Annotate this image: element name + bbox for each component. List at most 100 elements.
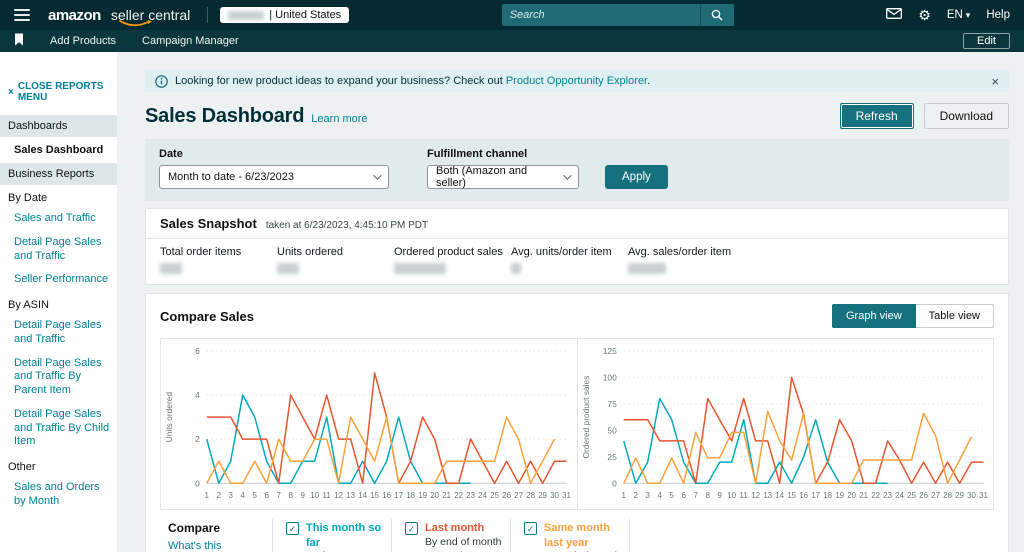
fulfillment-channel-label: Fulfillment channel — [427, 148, 528, 160]
snapshot-timestamp: taken at 6/23/2023, 4:45:10 PM PDT — [265, 220, 429, 231]
amazon-logo-text: amazon — [48, 6, 101, 24]
search-button[interactable] — [699, 4, 734, 26]
sidebar-item-detail-page-sales-traffic-date[interactable]: Detail Page Sales and Traffic — [14, 235, 102, 262]
same-month-last-year-checkbox[interactable] — [524, 522, 537, 535]
metric-units-ordered: Units ordered — [277, 246, 394, 274]
svg-text:24: 24 — [478, 491, 487, 500]
svg-text:Units ordered: Units ordered — [164, 392, 174, 443]
apply-button[interactable]: Apply — [605, 165, 668, 189]
svg-text:29: 29 — [955, 491, 964, 500]
sidebar-item-detail-page-child-item[interactable]: Detail Page Sales and Traffic By Child I… — [14, 407, 110, 448]
info-banner: Looking for new product ideas to expand … — [145, 70, 1009, 92]
hamburger-menu-icon[interactable] — [14, 9, 30, 21]
svg-text:0: 0 — [195, 478, 200, 488]
svg-text:125: 125 — [602, 346, 616, 356]
svg-text:4: 4 — [657, 491, 662, 500]
sidebar-item-seller-performance[interactable]: Seller Performance — [14, 273, 109, 286]
page-title: Sales Dashboard — [145, 104, 305, 127]
svg-text:21: 21 — [442, 491, 451, 500]
banner-message: Looking for new product ideas to expand … — [175, 75, 651, 87]
svg-text:1: 1 — [205, 491, 210, 500]
global-search — [501, 4, 734, 26]
svg-text:16: 16 — [382, 491, 391, 500]
sidebar-item-detail-page-parent-item[interactable]: Detail Page Sales and Traffic By Parent … — [14, 356, 102, 397]
redacted-value — [394, 263, 446, 274]
svg-text:2: 2 — [633, 491, 637, 500]
legend-this-month: This month so far So far Units $ — [272, 519, 391, 552]
account-selector[interactable]: | United States — [220, 7, 350, 23]
download-button[interactable]: Download — [923, 103, 1009, 129]
svg-text:18: 18 — [823, 491, 832, 500]
redacted-store-name — [228, 10, 265, 20]
sales-snapshot-title: Sales Snapshot — [160, 216, 257, 231]
svg-text:2: 2 — [195, 434, 200, 444]
svg-text:22: 22 — [871, 491, 880, 500]
language-selector[interactable]: EN ▾ — [947, 9, 971, 21]
sidebar-item-sales-and-traffic[interactable]: Sales and Traffic — [14, 212, 96, 224]
svg-text:23: 23 — [466, 491, 475, 500]
svg-text:21: 21 — [859, 491, 868, 500]
svg-text:27: 27 — [931, 491, 940, 500]
divider — [207, 7, 209, 23]
svg-text:16: 16 — [799, 491, 808, 500]
sales-snapshot-card: Sales Snapshot taken at 6/23/2023, 4:45:… — [145, 208, 1009, 285]
sidebar-item-detail-page-sales-traffic-asin[interactable]: Detail Page Sales and Traffic — [14, 319, 102, 345]
svg-text:25: 25 — [907, 491, 916, 500]
seller-central-logo[interactable]: amazon seller central — [48, 6, 195, 26]
close-reports-menu-button[interactable]: × CLOSE REPORTS MENU — [0, 52, 117, 115]
metric-total-order-items: Total order items — [160, 246, 277, 274]
svg-text:17: 17 — [394, 491, 403, 500]
svg-text:19: 19 — [418, 491, 427, 500]
date-range-select[interactable]: Month to date - 6/23/2023 — [159, 165, 389, 189]
redacted-value — [511, 263, 521, 274]
whats-this-link[interactable]: What's this — [168, 540, 222, 552]
sidebar-group-by-date: By Date — [8, 192, 48, 204]
svg-text:31: 31 — [979, 491, 988, 500]
svg-text:23: 23 — [883, 491, 892, 500]
sidebar-section-business-reports: Business Reports — [0, 163, 117, 185]
svg-text:6: 6 — [681, 491, 686, 500]
svg-text:1: 1 — [621, 491, 626, 500]
svg-text:19: 19 — [835, 491, 844, 500]
fulfillment-channel-select[interactable]: Both (Amazon and seller) — [427, 165, 579, 189]
redacted-value — [277, 263, 299, 274]
svg-text:29: 29 — [538, 491, 547, 500]
refresh-button[interactable]: Refresh — [839, 103, 914, 129]
metric-ordered-product-sales: Ordered product sales — [394, 246, 511, 274]
secondary-navigation-bar: Add Products Campaign Manager Edit — [0, 30, 1024, 52]
svg-text:30: 30 — [550, 491, 559, 500]
nav-add-products[interactable]: Add Products — [50, 35, 117, 47]
legend-sublabel: So far — [306, 550, 383, 552]
svg-text:4: 4 — [240, 491, 245, 500]
svg-text:8: 8 — [705, 491, 710, 500]
search-input[interactable] — [501, 4, 700, 26]
redacted-value — [160, 263, 182, 274]
nav-campaign-manager[interactable]: Campaign Manager — [142, 35, 239, 47]
help-link[interactable]: Help — [986, 9, 1010, 21]
view-toggle: Graph view Table view — [832, 304, 994, 328]
settings-gear-icon[interactable]: ⚙ — [918, 7, 931, 23]
topbar-actions: ⚙ EN ▾ Help — [886, 8, 1010, 22]
svg-text:14: 14 — [358, 491, 367, 500]
learn-more-link[interactable]: Learn more — [311, 113, 368, 125]
bookmark-icon[interactable] — [14, 33, 24, 49]
table-view-button[interactable]: Table view — [915, 304, 994, 328]
metric-avg-sales-per-order: Avg. sales/order item — [628, 246, 745, 274]
sidebar-item-sales-orders-by-month[interactable]: Sales and Orders by Month — [14, 481, 100, 507]
sidebar-group-by-asin: By ASIN — [8, 299, 49, 311]
close-reports-menu-label: CLOSE REPORTS MENU — [17, 81, 104, 103]
svg-text:28: 28 — [943, 491, 952, 500]
this-month-checkbox[interactable] — [286, 522, 299, 535]
product-opportunity-explorer-link[interactable]: Product Opportunity Explorer — [505, 75, 648, 87]
svg-text:11: 11 — [323, 491, 332, 500]
svg-text:13: 13 — [763, 491, 772, 500]
messages-icon[interactable] — [886, 8, 903, 22]
banner-close-icon[interactable]: × — [991, 73, 999, 89]
edit-button[interactable]: Edit — [963, 33, 1010, 49]
svg-text:3: 3 — [645, 491, 650, 500]
last-month-checkbox[interactable] — [405, 522, 418, 535]
sidebar-item-sales-dashboard[interactable]: Sales Dashboard — [14, 144, 104, 156]
redacted-value — [628, 263, 666, 274]
svg-text:0: 0 — [612, 478, 617, 488]
graph-view-button[interactable]: Graph view — [832, 304, 916, 328]
